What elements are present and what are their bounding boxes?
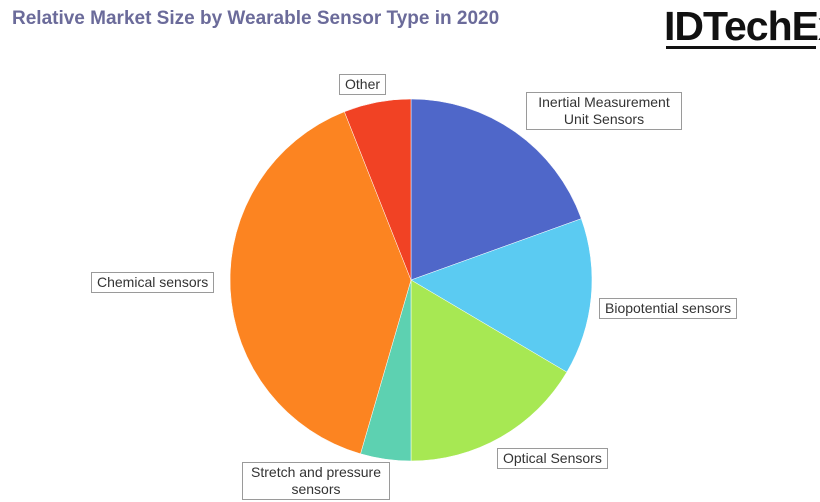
pie-slice-biopotential-sensors bbox=[410, 218, 593, 373]
pie-slice-optical-sensors bbox=[410, 279, 568, 462]
label-biopotential: Biopotential sensors bbox=[599, 298, 738, 319]
label-optical: Optical Sensors bbox=[497, 448, 608, 469]
label-stretch-pressure: Stretch and pressure sensors bbox=[242, 462, 390, 500]
logo-underline bbox=[666, 46, 816, 49]
pie-slice-inertial-measurement-unit-sensors bbox=[410, 98, 582, 281]
label-other: Other bbox=[339, 74, 387, 95]
label-chemical: Chemical sensors bbox=[91, 272, 215, 293]
idtechex-logo: IDTechEx bbox=[664, 3, 820, 49]
label-inertial-measurement: Inertial Measurement Unit Sensors bbox=[526, 92, 682, 130]
chart-title: Relative Market Size by Wearable Sensor … bbox=[12, 8, 500, 29]
pie-slice-other bbox=[344, 98, 412, 281]
pie-slice-chemical-sensors bbox=[229, 111, 412, 455]
